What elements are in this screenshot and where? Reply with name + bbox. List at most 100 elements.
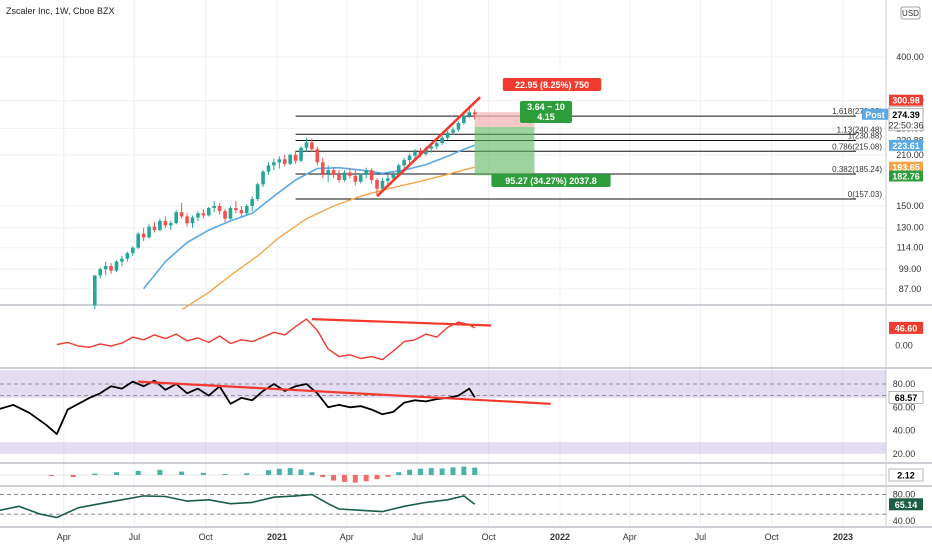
oscillator-1-line [56, 318, 476, 361]
price-axis[interactable]: 400.00300.00250.00210.00150.00130.00114.… [862, 52, 924, 526]
candle-body [255, 184, 260, 200]
price-tick-label: 99.00 [899, 264, 922, 274]
histogram-pane[interactable] [0, 466, 886, 483]
price-tag-bg [889, 170, 923, 182]
candle [163, 216, 168, 228]
candle-body [424, 148, 428, 155]
candle-body [190, 217, 195, 224]
price-tag-text: 223.61 [892, 141, 920, 151]
target-zone [474, 112, 535, 127]
candle-body [396, 165, 401, 175]
candle [342, 170, 347, 182]
candle [451, 127, 455, 135]
candle [190, 215, 195, 228]
histogram-bar [276, 468, 282, 475]
moving-average-fast [142, 144, 475, 290]
price-tag-prefix: Post [865, 110, 885, 120]
candle [168, 220, 173, 231]
candle-body [282, 159, 287, 164]
candle-body [158, 220, 162, 231]
candle [120, 255, 124, 267]
candle-body [386, 178, 390, 181]
candle [402, 157, 406, 169]
stop-label: 95.27 (34.27%) 2037.8 [491, 174, 611, 187]
candle-body [114, 261, 119, 271]
candle [467, 109, 472, 118]
candle [348, 167, 352, 179]
price-tag: 193.65 [889, 161, 923, 173]
histogram-bar [352, 475, 358, 483]
candle-body [331, 170, 336, 175]
time-tick-label: 2021 [267, 532, 287, 542]
oscillator-3-value-text: 65.14 [895, 500, 918, 510]
price-tag-text: 274.39 [892, 110, 920, 120]
time-axis[interactable]: Apr Jul Oct 2021 Apr Jul Oct 2022 Apr Jul Oct 2023 [57, 532, 853, 542]
candle-body [103, 266, 108, 270]
price-tick-label: 130.00 [896, 223, 924, 233]
oscillator-2-pane[interactable] [0, 370, 886, 454]
candle [239, 206, 244, 217]
candle-body [130, 247, 135, 254]
candle [353, 170, 358, 186]
candle [462, 113, 466, 125]
histogram-bar [439, 468, 445, 475]
histogram-bar [92, 473, 98, 475]
candle [217, 202, 222, 215]
candle-body [266, 165, 271, 172]
candle-body [185, 216, 189, 224]
candle-body [451, 129, 455, 133]
histogram-value-bg [888, 468, 924, 482]
histogram-bar [331, 475, 337, 481]
oscillator-3-value-bg [889, 498, 923, 511]
candle-body [310, 142, 314, 150]
candle [234, 201, 238, 214]
currency-label: USD [902, 9, 919, 18]
candle [440, 135, 444, 146]
histogram-bar [450, 467, 456, 475]
oscillator-1-value: 46.60 [889, 321, 923, 334]
oscillator-1-pane[interactable] [56, 318, 492, 361]
candle-body [120, 258, 124, 262]
candle-body [92, 275, 97, 306]
currency-badge[interactable]: USD [900, 6, 921, 20]
candle-body [206, 208, 211, 216]
candle [185, 213, 189, 227]
candle-body [217, 206, 222, 212]
candle [212, 201, 216, 213]
candle [179, 202, 184, 219]
histogram-bar [461, 466, 467, 475]
stop-label-bg [491, 174, 611, 187]
candle [272, 158, 276, 171]
candle-body [467, 112, 472, 116]
candle-body [337, 174, 341, 181]
oscillator-2-tick-label: 40.00 [893, 426, 916, 436]
fib-level-label: 1(230.88) [848, 131, 883, 140]
fib-level-label: 0(157.03) [848, 190, 883, 199]
target-label: 22.95 (8.25%) 750 [502, 78, 602, 91]
time-tick-label: Oct [199, 532, 214, 542]
candle [337, 170, 341, 183]
candle-body [272, 162, 276, 166]
candle-body [212, 206, 216, 209]
candle-body [348, 172, 352, 176]
histogram-bar [135, 470, 141, 475]
candle-body [413, 152, 417, 156]
oscillator-3-pane[interactable] [0, 493, 886, 519]
candle [315, 146, 320, 166]
candle-body [136, 233, 141, 248]
fib-level-label: 1.618(270.93) [832, 107, 882, 116]
candle-body [261, 171, 265, 185]
candle-body [326, 170, 330, 174]
histogram-bar [374, 475, 380, 480]
price-pane[interactable]: 1.618(270.93) 1.13(240.48)1(230.88) 0.786(… [92, 78, 883, 310]
ratio-bg [520, 101, 572, 123]
candle-body [299, 147, 303, 161]
time-tick-label: Jul [695, 532, 707, 542]
candle-body [429, 146, 434, 149]
candle [386, 174, 390, 186]
candle-body [391, 174, 396, 179]
candle [456, 121, 461, 132]
candle-body [201, 213, 206, 216]
moving-average-slow [182, 166, 475, 310]
